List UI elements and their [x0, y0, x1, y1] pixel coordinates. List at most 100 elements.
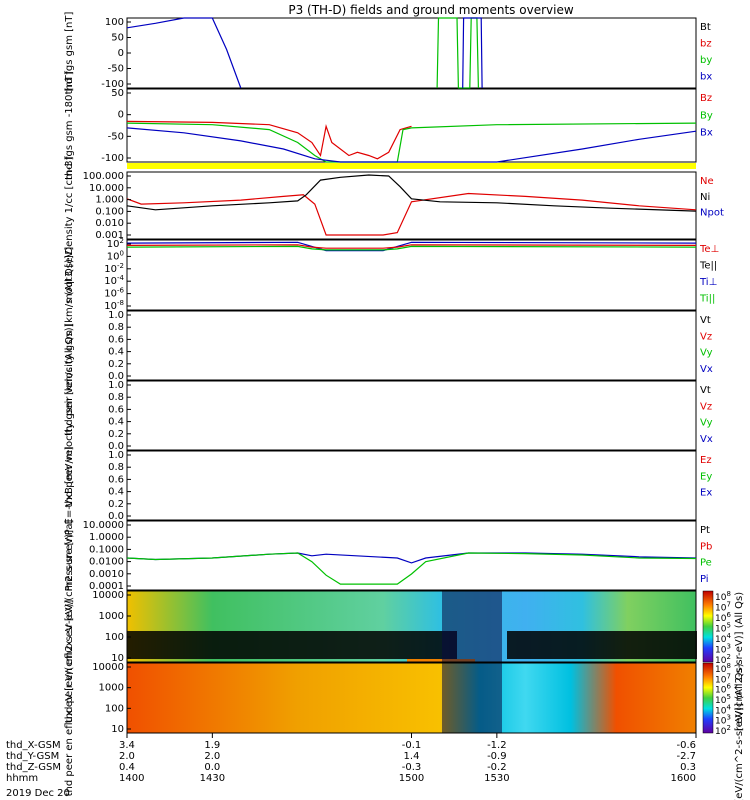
colorbar-tick-label: 107	[715, 601, 731, 614]
legend-entry: bx	[700, 72, 712, 83]
legend-entry: Vz	[700, 331, 712, 342]
ephemeris-value: 1400	[119, 773, 144, 784]
series-density-Ni	[126, 174, 697, 212]
ephemeris-value: 2.0	[119, 751, 135, 762]
series-fgs2-Bx	[126, 127, 697, 163]
ephemeris-value: 1530	[484, 773, 509, 784]
legend-entry: Vx	[700, 434, 713, 445]
mode-bar	[127, 163, 696, 169]
colorbar-tick-label: 106	[715, 611, 731, 624]
colorbar-tick-label: 103	[715, 643, 731, 656]
y-tick-label: 0.0001	[89, 581, 124, 592]
y-tick-label: -50	[108, 64, 124, 75]
y-tick-label: 0.4	[108, 417, 124, 428]
ephemeris-value: 1600	[671, 773, 696, 784]
y-tick-label: 0	[118, 110, 124, 121]
colorbar-tick-label: 104	[715, 703, 731, 716]
y-tick-label: 100	[105, 17, 124, 28]
y-tick-label: 100	[105, 703, 124, 714]
legend-entry: Ni	[700, 192, 710, 203]
y-tick-label: 10.0000	[83, 520, 124, 531]
legend-entry: Vy	[700, 418, 713, 429]
y-tick-label: 10-2	[104, 262, 124, 275]
y-axis-label: Density 1/cc [cm-3]	[64, 156, 75, 254]
y-tick-label: 10-6	[104, 287, 124, 300]
legend-entry: Te⊥	[699, 244, 719, 255]
plot-frame-peir	[126, 310, 697, 381]
y-tick-label: 0.0	[108, 441, 124, 452]
colorbar-tick-label: 103	[715, 714, 731, 727]
legend-entry: Vx	[700, 364, 713, 375]
series-moqt3-Te⊥	[126, 244, 697, 249]
series-moqt3-Ti||	[126, 245, 697, 251]
y-tick-label: 0.0	[108, 371, 124, 382]
colorbar-tick-label: 108	[715, 662, 731, 675]
legend-entry: Bt	[700, 22, 711, 33]
date-label: 2019 Dec 20	[6, 788, 70, 799]
y-tick-label: 50	[111, 88, 124, 99]
legend-entry: Pb	[700, 541, 712, 552]
y-axis-label: Pressure [nPa]	[64, 520, 75, 592]
legend-entry: Bx	[700, 128, 713, 139]
plot-frame-efield	[126, 450, 697, 521]
panel-efield: 1.00.80.6 0.40.20.0 E=-VxB [mV/m] Ez Ey Ex	[64, 446, 712, 524]
ephemeris-value: 1500	[399, 773, 424, 784]
y-tick-label: 0.8	[108, 462, 124, 473]
series-fgs2-By	[126, 122, 697, 163]
speckle-region	[442, 591, 502, 662]
colorbar-peir_en	[702, 590, 714, 663]
ephemeris-value: -0.3	[402, 762, 422, 773]
y-axis-label: thd fgs gsm -180 [nT]	[64, 71, 75, 180]
series-fgs2-Bz	[126, 120, 412, 160]
low-energy-dark-band	[127, 631, 457, 659]
figure-title: P3 (TH-D) fields and ground moments over…	[288, 3, 573, 17]
series-density-Ne	[126, 192, 697, 236]
legend-entry: Vt	[700, 385, 711, 396]
series-pressure-Pe	[126, 552, 697, 585]
plot-frame-peer	[126, 380, 697, 451]
y-tick-label: 0.0100	[89, 557, 124, 568]
y-tick-label: 10-8	[104, 299, 124, 312]
orange-marker-bar	[407, 659, 475, 663]
y-tick-label: 1.0	[108, 450, 124, 461]
y-tick-label: 0.0	[108, 511, 124, 522]
colorbar-tick-label: 105	[715, 693, 731, 706]
series-fgs-bx_b	[462, 17, 483, 89]
legend-entry: Pe	[700, 558, 712, 569]
y-tick-label: 1.0	[108, 380, 124, 391]
panel-fgs: 100 50 0 -50 -100 thd fgs gsm [nT] Bt bz by bx	[64, 12, 712, 95]
y-tick-label: 0.4	[108, 347, 124, 358]
y-tick-label: 50	[111, 33, 124, 44]
y-tick-label: 0.8	[108, 392, 124, 403]
low-energy-dark-band	[507, 631, 697, 659]
y-tick-label: 0.6	[108, 404, 124, 415]
legend-entry: Vz	[700, 401, 712, 412]
ephemeris-value: -1.2	[487, 740, 507, 751]
legend-entry: Ti||	[699, 294, 715, 305]
y-tick-label: 0.0010	[89, 569, 124, 580]
legend-entry: Ti⊥	[699, 277, 717, 288]
legend-entry: bz	[700, 39, 712, 50]
colorbar-label: [eV/(cm^2-s-sr-eV)] (All Qs)	[734, 663, 745, 800]
colorbar-tick-label: 104	[715, 632, 731, 645]
series-fgs-by	[436, 17, 479, 89]
y-tick-label: 0.010	[95, 218, 124, 229]
y-tick-label: 100.000	[83, 171, 124, 182]
y-axis-label: moqt3 [eV]	[64, 247, 75, 304]
y-tick-label: 0.2	[108, 429, 124, 440]
colorbar-tick-label: 105	[715, 622, 731, 635]
plot-frame-fgs2	[126, 88, 697, 163]
ephemeris-value: 0.3	[680, 762, 696, 773]
ephemeris-value: 3.4	[119, 740, 135, 751]
legend-entry: Ne	[700, 176, 714, 187]
colorbar-tick-label: 108	[715, 590, 731, 603]
plot-frame-fgs	[126, 17, 697, 89]
legend-entry: Pi	[700, 574, 709, 585]
y-tick-label: 0.8	[108, 322, 124, 333]
legend-entry: by	[700, 55, 712, 66]
ephemeris-value: -0.9	[487, 751, 507, 762]
